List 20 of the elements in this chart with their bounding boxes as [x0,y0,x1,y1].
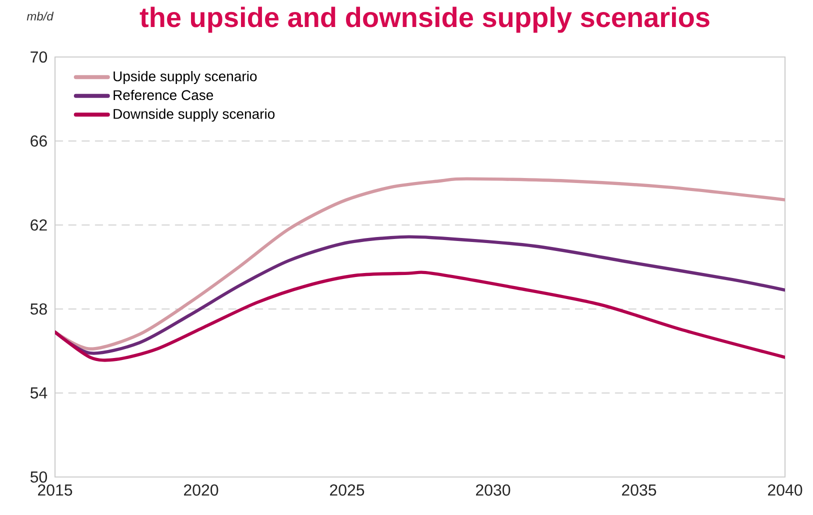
legend-label: Downside supply scenario [114,108,275,122]
x-tick-label: 2040 [768,484,802,496]
y-axis-title: mb/d [26,12,54,21]
y-tick-label: 66 [30,135,47,147]
legend-label: Upside supply scenario [114,71,257,84]
line-series [55,235,786,355]
legend-label: Reference Case [114,90,214,100]
x-tick-label: 2025 [330,484,364,496]
x-tick-label: 2015 [38,484,72,496]
y-tick-label: 50 [30,471,48,483]
y-tick-label: 58 [30,303,47,315]
line-series [55,270,786,362]
y-tick-label: 62 [30,219,47,231]
x-tick-label: 2035 [622,484,656,496]
y-tick-label: 70 [30,51,48,63]
line-series [55,177,786,350]
x-tick-label: 2030 [476,484,510,496]
y-tick-label: 54 [30,387,48,399]
x-tick-label: 2020 [184,484,218,496]
chart-title: the upside and downside supply scenarios [140,6,710,33]
